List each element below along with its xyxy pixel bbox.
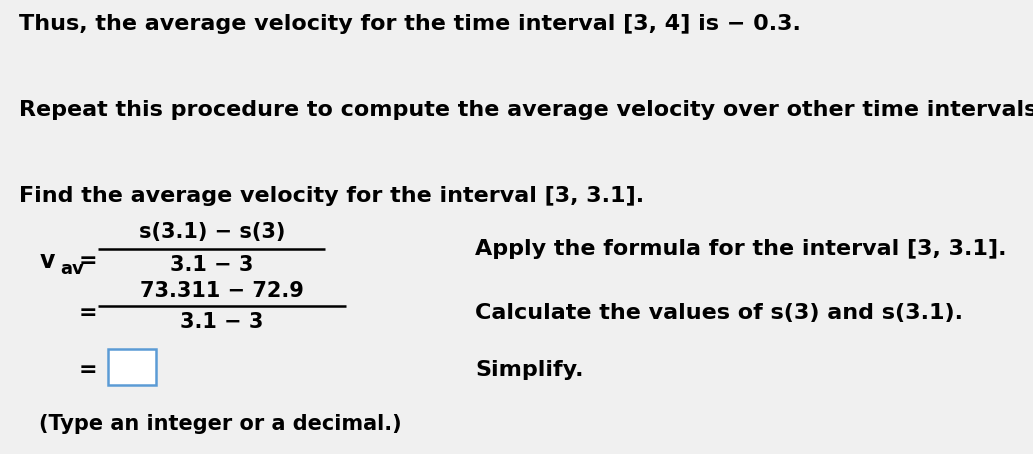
Text: Apply the formula for the interval [3, 3.1].: Apply the formula for the interval [3, 3… [475, 239, 1007, 259]
Text: v: v [39, 249, 55, 273]
Text: s(3.1) − s(3): s(3.1) − s(3) [138, 222, 285, 242]
Text: Calculate the values of s(3) and s(3.1).: Calculate the values of s(3) and s(3.1). [475, 303, 963, 323]
Text: 3.1 − 3: 3.1 − 3 [181, 312, 263, 332]
Text: (Type an integer or a decimal.): (Type an integer or a decimal.) [39, 415, 402, 434]
Text: 73.311 − 72.9: 73.311 − 72.9 [140, 281, 304, 301]
Text: av: av [60, 260, 84, 278]
Text: 3.1 − 3: 3.1 − 3 [170, 255, 253, 275]
Text: Simplify.: Simplify. [475, 360, 584, 380]
Text: Thus, the average velocity for the time interval [3, 4] is − 0.3.: Thus, the average velocity for the time … [19, 14, 801, 34]
Text: Repeat this procedure to compute the average velocity over other time intervals.: Repeat this procedure to compute the ave… [19, 100, 1033, 120]
Text: Find the average velocity for the interval [3, 3.1].: Find the average velocity for the interv… [19, 186, 644, 206]
Text: =: = [79, 360, 97, 380]
Text: =: = [79, 303, 97, 323]
Bar [108, 349, 156, 385]
Text: =: = [79, 251, 97, 271]
